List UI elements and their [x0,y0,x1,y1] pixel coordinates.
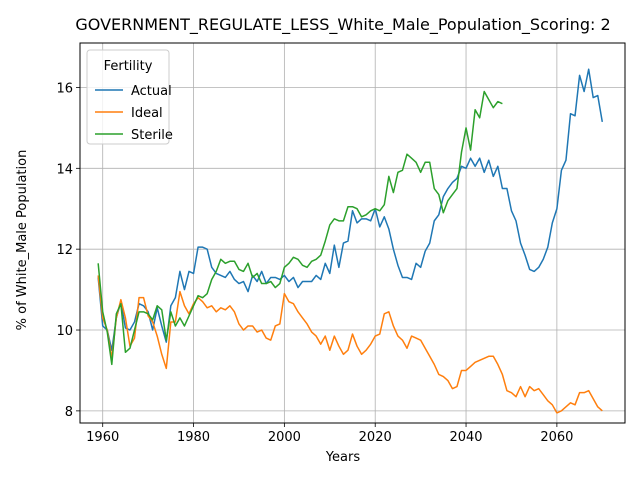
x-tick-label: 2000 [268,430,301,445]
legend-label-sterile: Sterile [131,128,173,143]
x-axis-label: Years [325,450,361,465]
y-axis: 8 10 12 14 16 [56,81,80,420]
y-axis-label: % of White_Male Population [15,150,30,331]
y-tick-label: 14 [56,162,73,177]
series-layer [97,68,604,414]
series-line-actual [97,68,604,351]
legend-label-actual: Actual [131,84,172,99]
plot-frame [79,42,626,424]
legend: Fertility Actual Ideal Sterile [86,49,173,145]
y-tick-label: 8 [65,405,73,420]
x-tick-label: 2020 [359,430,392,445]
chart-title: GOVERNMENT_REGULATE_LESS_White_Male_Popu… [75,15,610,35]
y-tick-label: 16 [56,81,73,96]
grid-lines [80,43,625,423]
x-axis: 1960 1980 2000 2020 2040 2060 [86,423,573,445]
x-tick-label: 1960 [86,430,119,445]
y-tick-label: 12 [56,243,73,258]
series-line-ideal [97,275,603,414]
legend-box [86,49,170,145]
y-tick-label: 10 [56,324,73,339]
legend-label-ideal: Ideal [131,106,163,121]
x-tick-label: 1980 [177,430,210,445]
x-tick-label: 2040 [449,430,482,445]
x-tick-label: 2060 [540,430,573,445]
series-line-sterile [97,90,503,366]
legend-title: Fertility [104,59,153,74]
